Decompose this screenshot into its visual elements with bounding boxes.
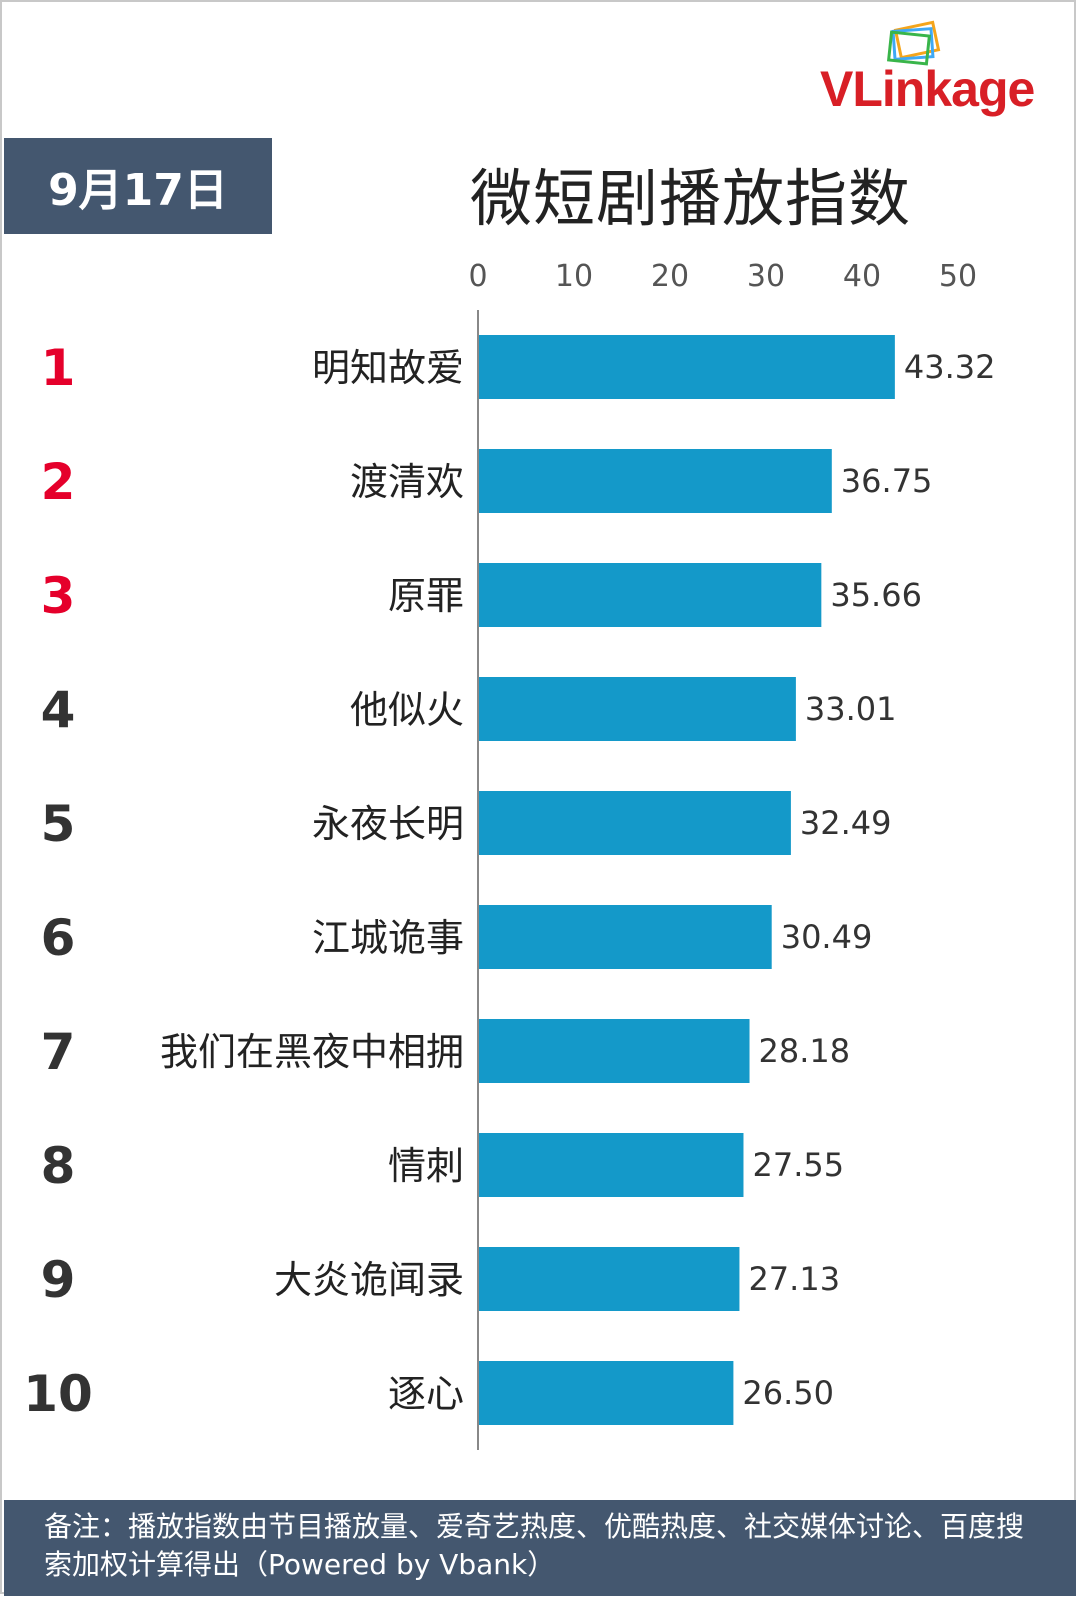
rank-label: 8 (41, 1137, 76, 1195)
value-label: 27.13 (748, 1260, 840, 1298)
x-tick-label: 0 (468, 259, 487, 294)
category-label: 逐心 (388, 1372, 464, 1416)
bar-row: 10 逐心 26.50 (23, 1361, 834, 1425)
category-label: 他似火 (350, 688, 464, 732)
bar (479, 905, 772, 969)
chart-rows: 1 明知故爱 43.32 2 渡清欢 36.75 3 原罪 35.66 4 他似火 33.01 5 永夜长… (23, 335, 995, 1425)
bar (479, 1247, 740, 1311)
bar-row: 4 他似火 33.01 (41, 677, 897, 741)
rank-label: 10 (23, 1365, 93, 1423)
value-label: 27.55 (752, 1146, 844, 1184)
rank-label: 7 (41, 1023, 76, 1081)
x-axis-ticks: 0 10 20 30 40 50 (468, 259, 977, 294)
bar-row: 9 大炎诡闻录 27.13 (41, 1247, 840, 1311)
rank-label: 1 (41, 339, 76, 397)
brand-name: VLinkage (820, 61, 1035, 117)
bar (479, 1361, 734, 1425)
value-label: 33.01 (805, 690, 897, 728)
bar-row: 2 渡清欢 36.75 (41, 449, 933, 513)
footer-note: 备注：播放指数由节目播放量、爱奇艺热度、优酷热度、社交媒体讨论、百度搜索加权计算… (4, 1500, 1076, 1596)
category-label: 大炎诡闻录 (274, 1258, 464, 1302)
bar-row: 6 江城诡事 30.49 (41, 905, 873, 969)
category-label: 情刺 (388, 1144, 464, 1188)
rank-label: 4 (41, 681, 76, 739)
rank-label: 5 (41, 795, 76, 853)
value-label: 32.49 (800, 804, 892, 842)
rank-label: 3 (41, 567, 76, 625)
x-tick-label: 10 (555, 259, 593, 294)
bar (479, 563, 822, 627)
bar (479, 677, 796, 741)
bar (479, 449, 832, 513)
bar (479, 335, 895, 399)
bar (479, 1019, 750, 1083)
vlinkage-logo: VLinkage (820, 20, 1070, 120)
bar-row: 1 明知故爱 43.32 (41, 335, 996, 399)
date-text: 9月17日 (48, 165, 228, 216)
logo-cards-icon (886, 20, 941, 66)
category-label: 我们在黑夜中相拥 (160, 1030, 464, 1074)
date-badge: 9月17日 (4, 138, 272, 234)
category-label: 渡清欢 (350, 460, 464, 504)
value-label: 43.32 (904, 348, 996, 386)
x-tick-label: 20 (651, 259, 689, 294)
chart-title: 微短剧播放指数 (470, 162, 912, 235)
bar-row: 3 原罪 35.66 (41, 563, 922, 627)
rank-label: 9 (41, 1251, 76, 1309)
rank-label: 2 (41, 453, 76, 511)
value-label: 36.75 (841, 462, 933, 500)
bar (479, 1133, 744, 1197)
bar-chart: 0 10 20 30 40 50 1 明知故爱 43.32 2 渡清欢 36.75 3 原罪 35.66 4… (23, 259, 995, 1450)
x-tick-label: 50 (939, 259, 977, 294)
category-label: 江城诡事 (312, 916, 464, 960)
value-label: 35.66 (830, 576, 922, 614)
category-label: 原罪 (388, 574, 464, 618)
footer-note-text: 备注：播放指数由节目播放量、爱奇艺热度、优酷热度、社交媒体讨论、百度搜索加权计算… (44, 1510, 1025, 1581)
bar-row: 7 我们在黑夜中相拥 28.18 (41, 1019, 851, 1083)
category-label: 永夜长明 (312, 802, 464, 846)
rank-label: 6 (41, 909, 76, 967)
value-label: 26.50 (742, 1374, 834, 1412)
x-tick-label: 40 (843, 259, 881, 294)
value-label: 30.49 (781, 918, 873, 956)
bar-row: 8 情刺 27.55 (41, 1133, 844, 1197)
category-label: 明知故爱 (312, 346, 464, 390)
value-label: 28.18 (759, 1032, 851, 1070)
bar (479, 791, 791, 855)
bar-row: 5 永夜长明 32.49 (41, 791, 892, 855)
x-tick-label: 30 (747, 259, 785, 294)
